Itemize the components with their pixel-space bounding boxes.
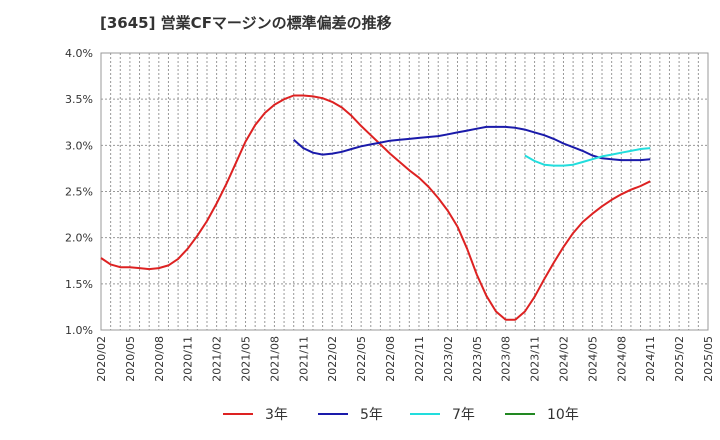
x-tick-label: 2024/08: [615, 336, 628, 382]
x-tick-label: 2022/02: [326, 336, 339, 382]
x-tick-label: 2022/08: [384, 336, 397, 382]
x-tick-label: 2023/05: [471, 336, 484, 382]
y-tick-label: 4.0%: [65, 47, 93, 60]
series-line-1: [100, 94, 651, 321]
x-tick-label: 2025/05: [702, 336, 715, 382]
legend-label-3: 7年: [452, 407, 475, 423]
x-tick-label: 2024/05: [586, 336, 599, 382]
x-tick-label: 2022/05: [355, 336, 368, 382]
legend-label-1: 3年: [265, 407, 288, 423]
series-lines: [100, 94, 651, 321]
x-tick-label: 2023/08: [500, 336, 513, 382]
x-tick-label: 2021/11: [297, 336, 310, 382]
legend-label-2: 5年: [360, 407, 383, 423]
x-tick-label: 2023/11: [529, 336, 542, 382]
x-tick-label: 2020/05: [124, 336, 137, 382]
plot-area: [100, 52, 709, 331]
grid-layer: [100, 52, 709, 331]
x-tick-label: 2021/08: [268, 336, 281, 382]
series-line-2: [293, 125, 651, 162]
y-tick-label: 3.5%: [65, 93, 93, 106]
x-tick-label: 2025/02: [673, 336, 686, 382]
x-tick-label: 2023/02: [442, 336, 455, 382]
y-tick-label: 3.0%: [65, 139, 93, 152]
x-tick-label: 2021/05: [240, 336, 253, 382]
legend-label-4: 10年: [547, 407, 579, 423]
x-tick-label: 2020/08: [153, 336, 166, 382]
y-axis-ticks: 1.0% 1.5% 2.0% 2.5% 3.0% 3.5% 4.0%: [65, 47, 93, 337]
y-tick-label: 2.0%: [65, 232, 93, 245]
y-tick-label: 1.5%: [65, 278, 93, 291]
x-tick-label: 2022/11: [413, 336, 426, 382]
series-line-3: [524, 147, 651, 167]
chart-title: [3645] 営業CFマージンの標準偏差の推移: [100, 14, 392, 32]
x-tick-label: 2021/02: [211, 336, 224, 382]
x-tick-label: 2020/11: [182, 336, 195, 382]
x-tick-label: 2024/02: [557, 336, 570, 382]
y-tick-label: 2.5%: [65, 186, 93, 199]
x-axis-ticks: 2020/02 2020/05 2020/08 2020/11 2021/02 2021/…: [95, 336, 715, 382]
legend: 3年 5年 7年 10年: [223, 407, 579, 423]
x-tick-label: 2020/02: [95, 336, 108, 382]
x-tick-label: 2024/11: [644, 336, 657, 382]
y-tick-label: 1.0%: [65, 324, 93, 337]
